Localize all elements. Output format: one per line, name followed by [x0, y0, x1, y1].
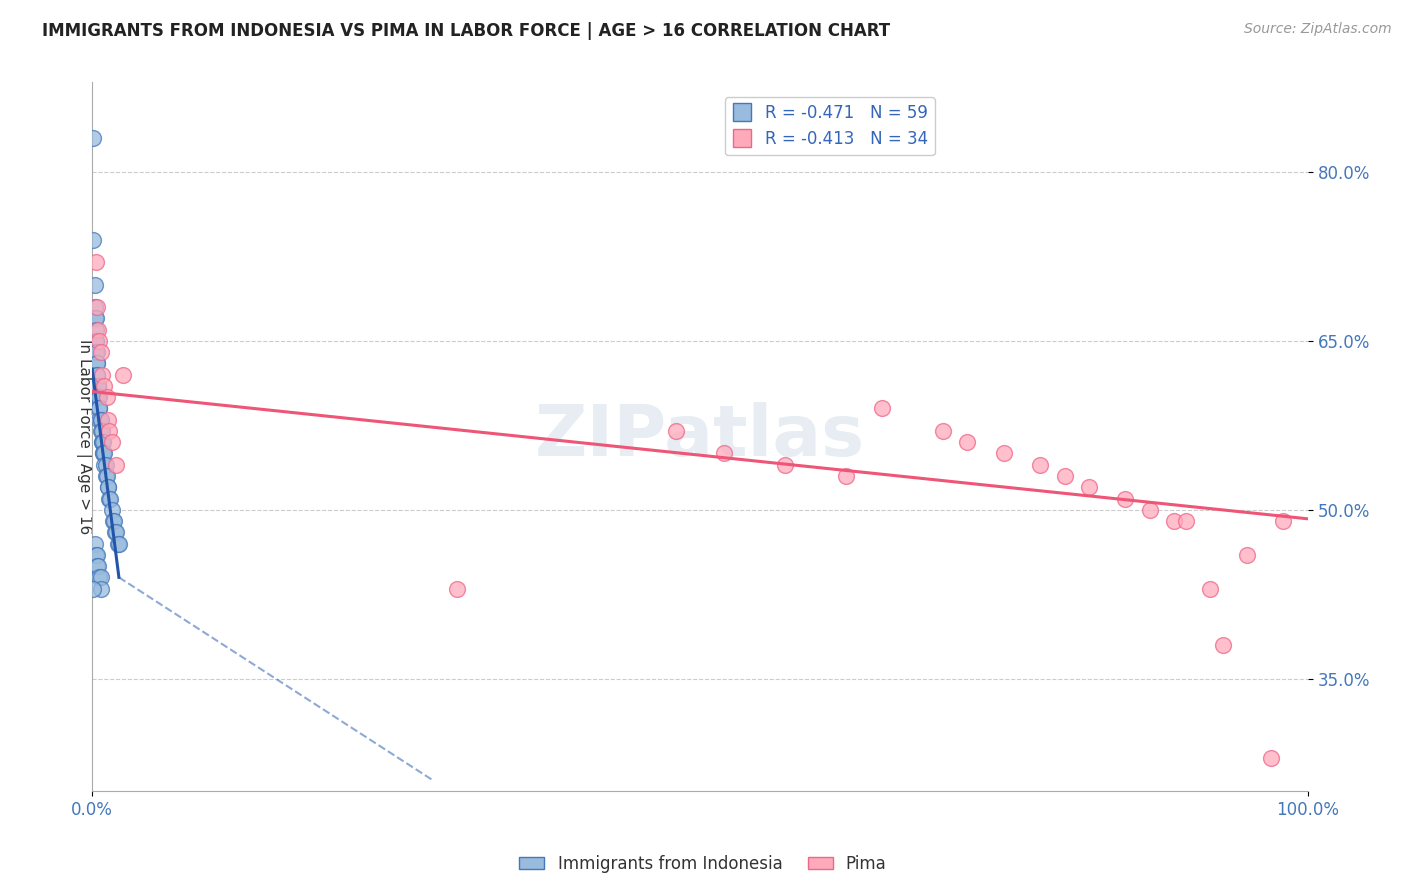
Y-axis label: In Labor Force | Age > 16: In Labor Force | Age > 16: [76, 339, 91, 534]
Point: [84, 334, 107, 348]
Point: [108, 536, 131, 550]
Point: [90, 424, 112, 438]
Point: [82, 582, 104, 596]
Point: [94, 458, 117, 472]
Point: [82, 131, 104, 145]
Point: [83, 536, 105, 550]
Point: [1175, 514, 1198, 528]
Point: [91, 446, 114, 460]
Point: [932, 424, 955, 438]
Point: [98, 424, 121, 438]
Point: [665, 424, 688, 438]
Point: [87, 379, 110, 393]
Point: [89, 390, 111, 404]
Point: [103, 514, 125, 528]
Point: [1212, 638, 1234, 652]
Text: Source: ZipAtlas.com: Source: ZipAtlas.com: [1244, 22, 1392, 37]
Point: [93, 379, 115, 393]
Point: [98, 491, 121, 506]
Point: [993, 446, 1015, 460]
Point: [100, 503, 122, 517]
Point: [90, 570, 112, 584]
Point: [773, 458, 796, 472]
Point: [86, 559, 108, 574]
Point: [90, 435, 112, 450]
Point: [100, 491, 122, 506]
Point: [90, 413, 112, 427]
Point: [87, 323, 110, 337]
Point: [87, 559, 110, 574]
Point: [93, 458, 115, 472]
Point: [446, 582, 468, 596]
Point: [97, 480, 120, 494]
Point: [83, 311, 105, 326]
Point: [100, 435, 122, 450]
Point: [84, 323, 107, 337]
Point: [90, 582, 112, 596]
Point: [91, 435, 114, 450]
Point: [1272, 514, 1295, 528]
Point: [1053, 469, 1076, 483]
Point: [1163, 514, 1185, 528]
Point: [96, 390, 118, 404]
Point: [105, 525, 128, 540]
Point: [82, 233, 104, 247]
Point: [86, 345, 108, 359]
Point: [87, 379, 110, 393]
Point: [90, 424, 112, 438]
Point: [105, 458, 128, 472]
Point: [84, 255, 107, 269]
Point: [89, 401, 111, 416]
Point: [89, 401, 111, 416]
Point: [89, 570, 111, 584]
Point: [90, 345, 112, 359]
Point: [86, 368, 108, 382]
Point: [83, 277, 105, 292]
Point: [86, 300, 108, 314]
Point: [84, 311, 107, 326]
Point: [1029, 458, 1052, 472]
Text: IMMIGRANTS FROM INDONESIA VS PIMA IN LABOR FORCE | AGE > 16 CORRELATION CHART: IMMIGRANTS FROM INDONESIA VS PIMA IN LAB…: [42, 22, 890, 40]
Point: [84, 345, 107, 359]
Point: [90, 413, 112, 427]
Point: [87, 379, 110, 393]
Point: [1077, 480, 1099, 494]
Point: [87, 390, 110, 404]
Legend: R = -0.471   N = 59, R = -0.413   N = 34: R = -0.471 N = 59, R = -0.413 N = 34: [725, 97, 935, 155]
Point: [86, 368, 108, 382]
Point: [91, 446, 114, 460]
Point: [104, 525, 127, 540]
Point: [1199, 582, 1222, 596]
Point: [83, 300, 105, 314]
Point: [93, 446, 115, 460]
Point: [94, 469, 117, 483]
Point: [107, 536, 129, 550]
Point: [86, 356, 108, 370]
Text: ZIPatlas: ZIPatlas: [534, 402, 865, 471]
Point: [870, 401, 893, 416]
Point: [1236, 548, 1258, 562]
Point: [97, 480, 120, 494]
Point: [90, 368, 112, 382]
Point: [89, 413, 111, 427]
Point: [90, 435, 112, 450]
Point: [713, 446, 735, 460]
Legend: Immigrants from Indonesia, Pima: Immigrants from Indonesia, Pima: [513, 848, 893, 880]
Point: [84, 548, 107, 562]
Point: [835, 469, 858, 483]
Point: [89, 334, 111, 348]
Point: [101, 514, 124, 528]
Point: [86, 356, 108, 370]
Point: [97, 413, 120, 427]
Point: [84, 345, 107, 359]
Point: [96, 469, 118, 483]
Point: [84, 334, 107, 348]
Point: [1139, 503, 1161, 517]
Point: [1260, 750, 1282, 764]
Point: [87, 390, 110, 404]
Point: [1114, 491, 1136, 506]
Point: [86, 548, 108, 562]
Point: [956, 435, 979, 450]
Point: [111, 368, 134, 382]
